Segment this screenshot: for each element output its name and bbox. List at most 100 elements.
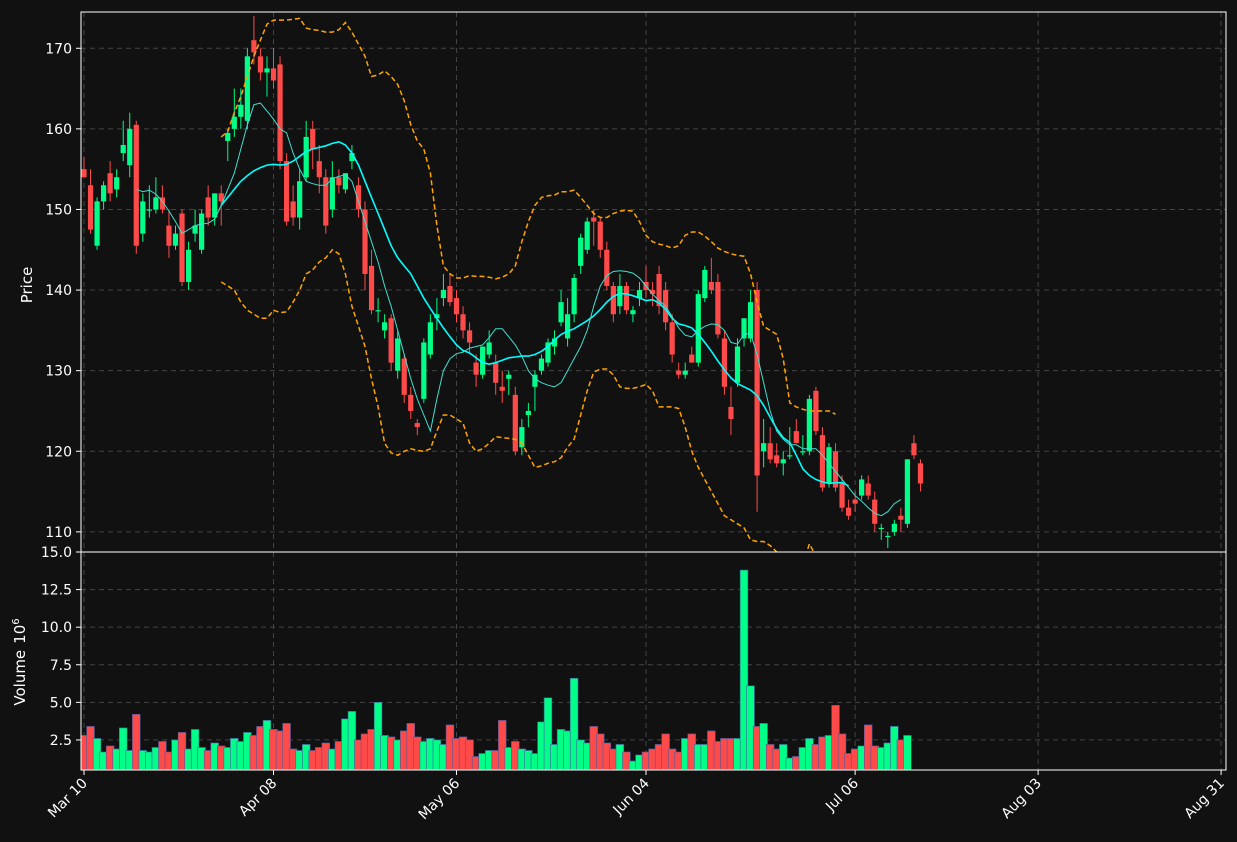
volume-bar [498,720,507,770]
candle-body [591,217,597,222]
candle-body [486,342,492,355]
candle-body [127,128,133,166]
candle-body [558,302,564,323]
candle-body [290,201,296,218]
candle-body [401,358,407,395]
candle-body [499,386,505,391]
candle-body [506,374,512,379]
candle-body [708,282,714,291]
candle-body [597,221,603,250]
candle-body [140,201,146,234]
candle-body [819,435,826,488]
candle-body [212,193,218,218]
volume-bar [779,744,788,770]
candle-body [94,201,100,246]
candle-body [133,124,139,246]
volume-bar [569,677,579,770]
candle-body [917,463,924,484]
series-line-0 [220,140,849,487]
candle-body [101,185,107,202]
candle-body [885,535,891,538]
candle-body [852,499,858,504]
volume-tick-label: 7.5 [50,658,72,674]
candle-body [911,443,917,456]
candle-body [741,318,747,339]
candle-body [120,144,126,154]
candle-body [617,286,623,307]
candle-body [388,318,394,363]
volume-bar [282,723,291,770]
price-panel: 110 120 130 140 150 160 170 [45,11,1227,553]
candle-body [238,104,244,117]
candle-body [277,64,283,162]
price-tick-label: 140 [45,283,72,299]
candle-body [898,515,904,520]
candle-body [460,314,466,331]
candle-body [421,342,427,399]
series-line-2 [220,17,836,415]
price-tick-label: 130 [45,364,72,380]
candle-body [270,68,277,81]
candle-body [218,193,224,202]
candle-body [721,338,728,387]
price-axis-label: Price [18,267,36,304]
candle-body [480,346,486,375]
volume-label-text: Volume [11,650,29,706]
candle-body [806,398,812,452]
candle-body [676,370,682,375]
candle-body [192,225,198,234]
candle-body [865,483,871,496]
volume-panel: 2.5 5.0 7.5 10.0 12.5 15.0 [41,545,1227,771]
candle-body [199,213,205,250]
price-tick-label: 170 [45,41,72,57]
candle-body [734,346,741,383]
candle-body [715,282,721,335]
candle-body [185,249,192,282]
candle-body [728,406,734,420]
candle-body [767,443,773,460]
candle-body [826,447,832,484]
candle-body [584,221,590,250]
candle-body [225,132,231,141]
candle-body [532,374,538,387]
candle-body [761,443,767,452]
volume-tick-label: 2.5 [50,733,72,749]
candle-body [87,185,94,230]
candle-body [702,269,708,299]
candle-body [179,213,185,282]
candle-body [493,362,499,383]
candle-body [780,459,786,464]
candle-body [859,479,865,496]
candle-body [408,394,414,411]
candle-body [656,273,662,307]
candle-body [682,370,688,375]
candle-body [891,523,897,532]
candle-body [571,277,577,315]
overlay-lines [136,17,902,552]
volume-frame [80,551,1227,771]
candle-body [251,40,257,53]
candle-body [610,286,616,315]
candle-body [630,310,636,315]
price-tick-label: 110 [45,525,72,541]
candle-body [604,249,610,287]
candle-body [205,197,211,218]
candle-body [166,225,172,246]
candle-body [845,507,852,516]
candle-body [153,197,159,210]
candle-body [695,294,701,363]
candle-body [904,459,911,524]
candle-body [395,338,401,371]
candle-body [669,322,675,355]
candle-body [832,451,839,488]
candle-body [872,499,878,524]
candle-body [551,338,558,347]
candle-body [754,290,760,476]
candle-body [323,177,329,226]
candle-body [231,116,237,129]
candle-body [316,161,322,178]
candle-body [375,310,381,312]
candle-body [382,322,388,331]
candle-body [297,181,303,218]
